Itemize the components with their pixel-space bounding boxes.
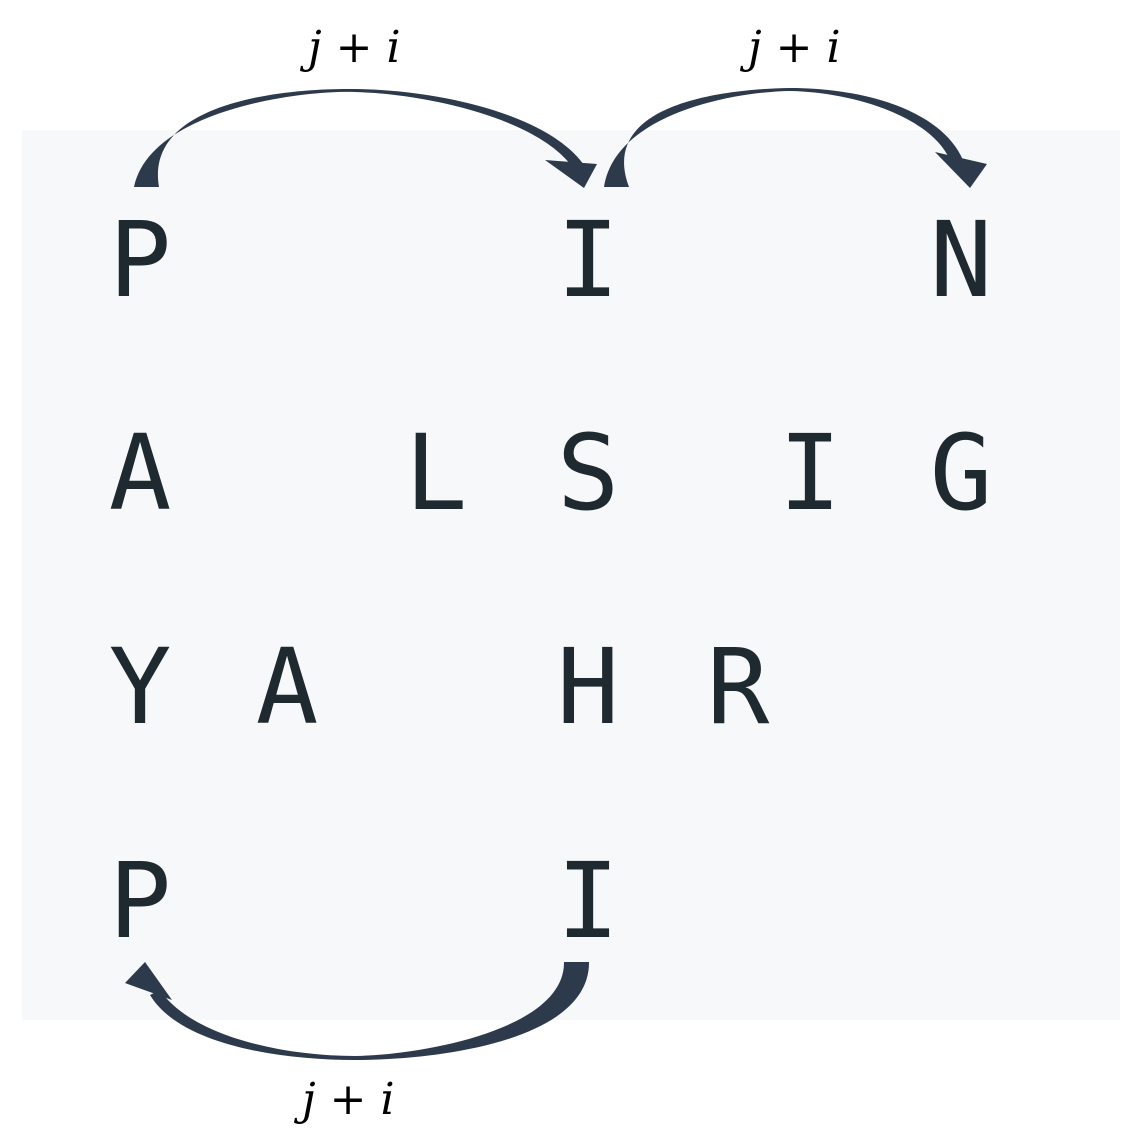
formula-var-i: i [386, 22, 401, 73]
bottom-jump-label: j + i [302, 1074, 395, 1125]
grid-cell-r1-c0: A [108, 412, 172, 534]
formula-var-i: i [380, 1074, 395, 1125]
grid-cell-r0-c6: N [929, 199, 993, 321]
grid-cell-r1-c3: S [556, 412, 620, 534]
top-right-jump-arrow [604, 88, 987, 188]
grid-cell-r1-c2: L [404, 412, 468, 534]
formula-var-j: j [748, 22, 762, 73]
grid-cell-r1-c5: I [778, 412, 842, 534]
formula-var-j: j [302, 1074, 316, 1125]
formula-operator: + [335, 22, 373, 73]
grid-cell-r0-c3: I [556, 199, 620, 321]
formula-operator: + [329, 1074, 367, 1125]
top-left-jump-label: j + i [308, 22, 401, 73]
grid-cell-r3-c3: I [556, 840, 620, 962]
grid-cell-r1-c6: G [929, 412, 993, 534]
grid-cell-r3-c0: P [108, 840, 172, 962]
formula-var-i: i [826, 22, 841, 73]
grid-cell-r2-c0: Y [108, 626, 172, 748]
grid-cell-r2-c3: H [556, 626, 620, 748]
grid-cell-r2-c1: A [255, 626, 319, 748]
formula-operator: + [775, 22, 813, 73]
formula-var-j: j [308, 22, 322, 73]
zigzag-grid-panel [22, 130, 1120, 1020]
bottom-jump-arrow [125, 962, 590, 1060]
grid-cell-r2-c4: R [706, 626, 770, 748]
grid-cell-r0-c0: P [108, 199, 172, 321]
top-left-jump-arrow [134, 88, 597, 188]
top-right-jump-label: j + i [748, 22, 841, 73]
